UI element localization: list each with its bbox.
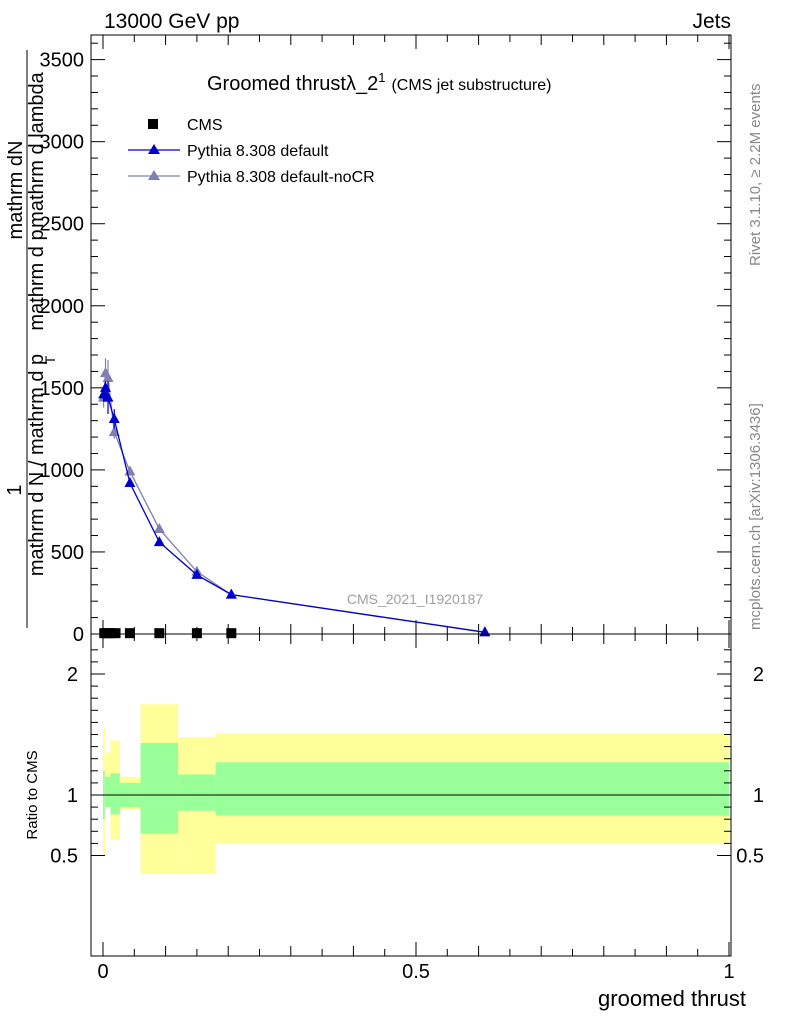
data-point-triangle xyxy=(153,536,165,547)
uncertainty-band-inner xyxy=(140,742,179,834)
legend-nocr-marker xyxy=(148,170,160,180)
uncertainty-band-inner xyxy=(215,762,729,816)
data-point-square xyxy=(154,628,165,639)
legend-cms-marker xyxy=(148,119,158,129)
main-y-label: 1 mathrm dN mathrm d N / mathrm d p math… xyxy=(4,50,58,628)
legend: CMS Pythia 8.308 default Pythia 8.308 de… xyxy=(128,117,375,186)
ratio-y-tick-label: 1 xyxy=(67,785,78,807)
ratio-y-tick-label-right: 1 xyxy=(753,785,764,807)
main-y-tick-label: 1500 xyxy=(40,378,85,400)
data-point-triangle xyxy=(124,477,136,488)
chart-title-sup: 1 xyxy=(378,70,385,85)
data-point-triangle xyxy=(102,371,114,382)
chart-title: Groomed thrustλ_21 (CMS jet substructure) xyxy=(207,70,551,95)
main-y-ticks: 0 500 1000 1500 2000 2500 3000 3500 xyxy=(40,35,731,646)
ratio-panel: 0.5 0.5 1 1 2 2 0 0.5 1 Ratio to CMS groomed thr… xyxy=(24,633,764,1011)
data-point-triangle xyxy=(102,391,114,402)
x-tick-label: 1 xyxy=(723,961,734,983)
main-y-tick-label: 1000 xyxy=(40,460,85,482)
legend-default-marker xyxy=(148,144,160,154)
uncertainty-band-inner xyxy=(178,774,216,811)
y-label-numerator: 1 xyxy=(4,484,26,495)
header-right: Jets xyxy=(692,10,731,33)
data-point-triangle xyxy=(225,588,237,599)
y-label-dN: mathrm dN xyxy=(5,141,27,240)
main-y-tick-label: 3000 xyxy=(40,132,85,154)
legend-default-label: Pythia 8.308 default xyxy=(187,143,329,160)
y-label-dlambda: mathrm d lambda xyxy=(26,71,48,227)
x-tick-label: 0.5 xyxy=(402,961,430,983)
data-point-square xyxy=(105,628,116,639)
data-point-square xyxy=(110,628,121,639)
main-y-tick-label: 3500 xyxy=(40,50,85,72)
y-label-den: mathrm d N / mathrm d p xyxy=(26,354,48,576)
chart-title-lambda: λ_2 xyxy=(346,73,378,95)
data-point-square xyxy=(226,628,237,639)
y-label-sub-t: T xyxy=(42,355,58,364)
uncertainty-band-inner xyxy=(110,773,120,815)
data-point-triangle xyxy=(108,413,120,424)
legend-cms-label: CMS xyxy=(187,117,223,134)
chart-title-main: Groomed thrust xyxy=(207,73,346,95)
ratio-ticks: 0.5 0.5 1 1 2 2 0 0.5 1 xyxy=(50,634,764,983)
y-label-dp: mathrm d p xyxy=(26,229,48,330)
chart-title-sub: (CMS jet substructure) xyxy=(391,77,551,94)
x-axis-label: groomed thrust xyxy=(598,986,746,1011)
data-point-square xyxy=(191,628,202,639)
watermark: CMS_2021_I1920187 xyxy=(347,591,483,607)
main-panel: 0 500 1000 1500 2000 2500 3000 3500 Groomed thr… xyxy=(4,34,732,646)
main-y-tick-label: 2000 xyxy=(40,296,85,318)
ratio-y-tick-label-right: 2 xyxy=(753,664,764,686)
data-point-triangle xyxy=(108,426,120,437)
ratio-y-tick-label: 0.5 xyxy=(50,846,78,868)
legend-nocr-label: Pythia 8.308 default-noCR xyxy=(187,169,375,186)
x-tick-label: 0 xyxy=(97,961,108,983)
header-left: 13000 GeV pp xyxy=(104,10,239,33)
ratio-y-tick-label-right: 0.5 xyxy=(736,846,764,868)
rivet-label: Rivet 3.1.10, ≥ 2.2M events xyxy=(747,84,764,267)
mcplots-label: mcplots.cern.ch [arXiv:1306.3436] xyxy=(747,403,764,630)
ratio-y-tick-label: 2 xyxy=(67,664,78,686)
data-point-triangle xyxy=(153,522,165,533)
uncertainty-band-inner xyxy=(104,776,111,808)
main-y-tick-label: 2500 xyxy=(40,214,85,236)
data-point-triangle xyxy=(191,568,203,579)
main-series xyxy=(98,358,491,639)
data-point-square xyxy=(124,628,135,639)
ratio-y-label: Ratio to CMS xyxy=(24,750,41,839)
ratio-bands xyxy=(103,704,729,874)
main-y-tick-label: 500 xyxy=(51,542,84,564)
main-y-tick-label: 0 xyxy=(73,624,84,646)
